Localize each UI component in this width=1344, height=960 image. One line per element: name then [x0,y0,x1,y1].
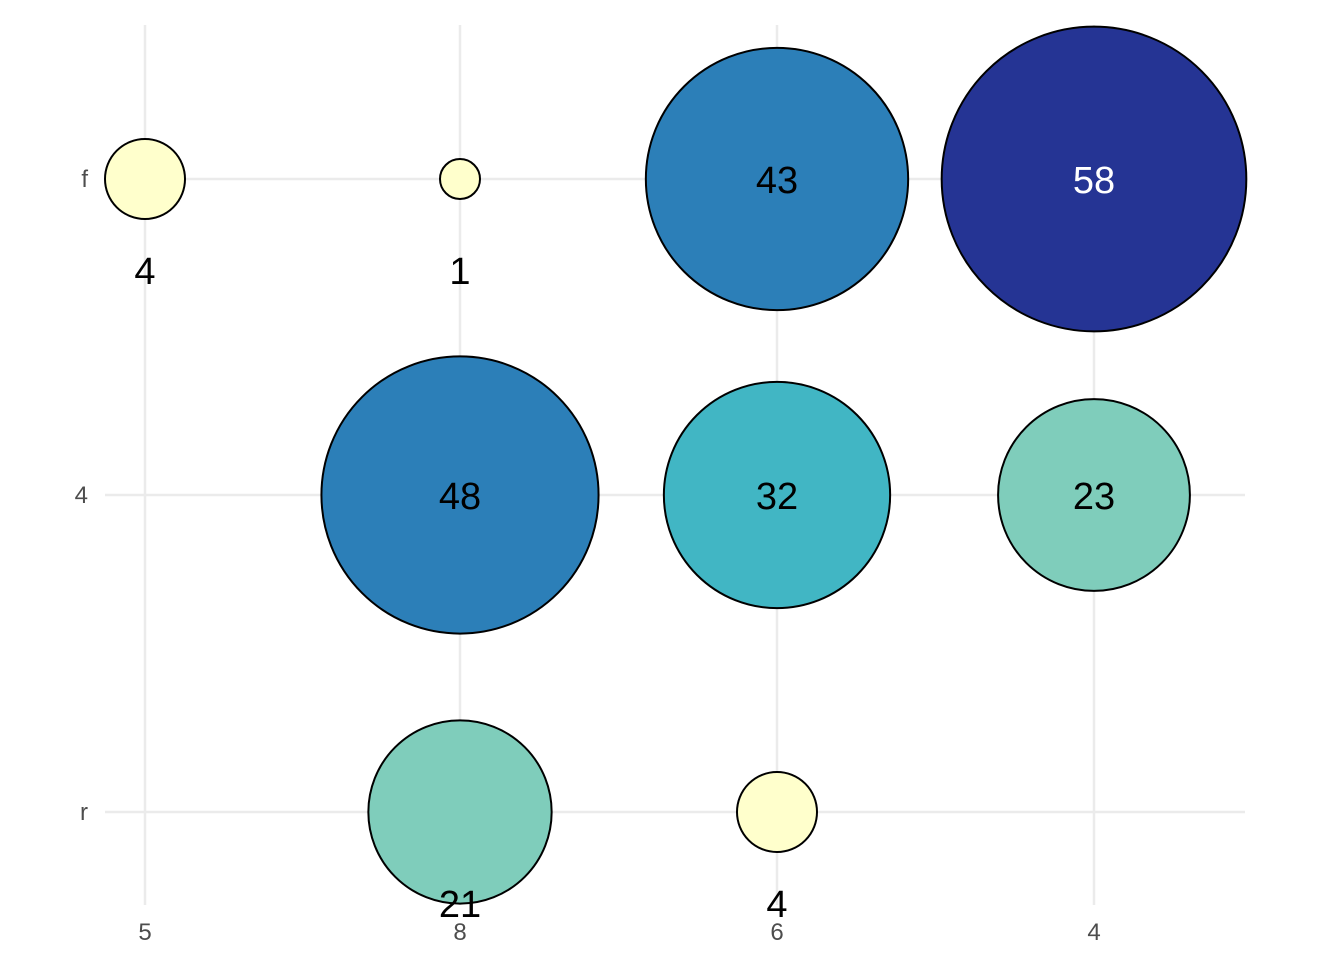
count-labels: 4 1 43 58 48 32 23 21 4 [134,160,1115,926]
count-label: 4 [766,884,787,926]
x-tick-label: 5 [138,919,151,946]
count-label: 21 [439,884,481,926]
bubble [940,25,1248,333]
x-tick-label: 6 [770,919,783,946]
count-label: 4 [134,251,155,293]
bubbles [104,25,1248,905]
count-label: 1 [449,251,470,293]
count-label: 23 [1073,476,1115,518]
count-label: 32 [756,476,798,518]
count-label: 58 [1073,160,1115,202]
x-axis-ticks: 5 8 6 4 [138,919,1100,946]
y-tick-label: f [81,166,88,193]
count-label: 48 [439,476,481,518]
y-tick-label: 4 [75,482,88,509]
y-axis-ticks: f 4 r [75,166,89,826]
x-tick-label: 8 [453,919,466,946]
bubble [736,771,818,853]
bubble [320,355,600,635]
bubble [104,138,186,220]
y-tick-label: r [80,799,88,826]
bubble [644,46,910,312]
bubble [367,719,553,905]
bubble [662,380,892,610]
x-tick-label: 4 [1087,919,1100,946]
bubble [997,398,1191,592]
count-label: 43 [756,160,798,202]
bubble [439,158,481,200]
